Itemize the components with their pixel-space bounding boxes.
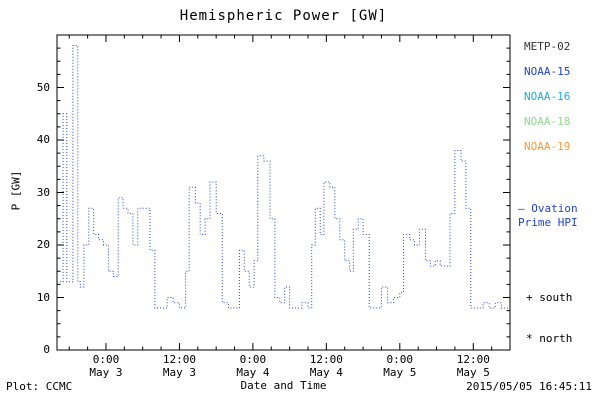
x-axis-label: Date and Time (240, 379, 327, 392)
y-tick-label: 30 (36, 185, 50, 199)
legend-item-noaa16: NOAA-16 (524, 90, 571, 103)
x-tick-label: 0:00 May 4 (236, 353, 270, 379)
y-tick-label: 20 (36, 238, 50, 251)
satellite-legend: METP-02 NOAA-15 NOAA-16 NOAA-18 NOAA-19 (524, 40, 570, 165)
x-tick-label: 12:00 May 4 (309, 353, 343, 379)
x-tick-label: 12:00 May 3 (162, 353, 196, 379)
plot-credit: Plot: CCMC (6, 380, 73, 393)
legend-item-noaa19: NOAA-19 (524, 140, 571, 153)
chart-title: Hemispheric Power [GW] (179, 8, 388, 24)
legend-item-noaa15: NOAA-15 (524, 65, 571, 78)
y-axis-label: P [GW] (9, 170, 23, 211)
y-tick-label: 50 (36, 80, 50, 94)
x-tick-label: 12:00 May 5 (456, 353, 490, 379)
legend-south-marker: + south (526, 291, 573, 304)
legend-item-noaa18: NOAA-18 (524, 115, 571, 128)
x-tick-label: 0:00 May 5 (383, 353, 417, 379)
legend-item-metp02: METP-02 (524, 40, 571, 53)
legend-ovation-prime-hpi: – Ovation Prime HPI (518, 202, 578, 229)
plot-timestamp: 2015/05/05 16:45:11 (466, 380, 592, 393)
y-tick-label: 10 (36, 290, 50, 304)
y-tick-label: 0 (43, 343, 50, 356)
legend-north-marker: * north (526, 332, 573, 345)
y-tick-label: 40 (36, 133, 50, 146)
x-tick-label: 0:00 May 3 (89, 353, 123, 379)
